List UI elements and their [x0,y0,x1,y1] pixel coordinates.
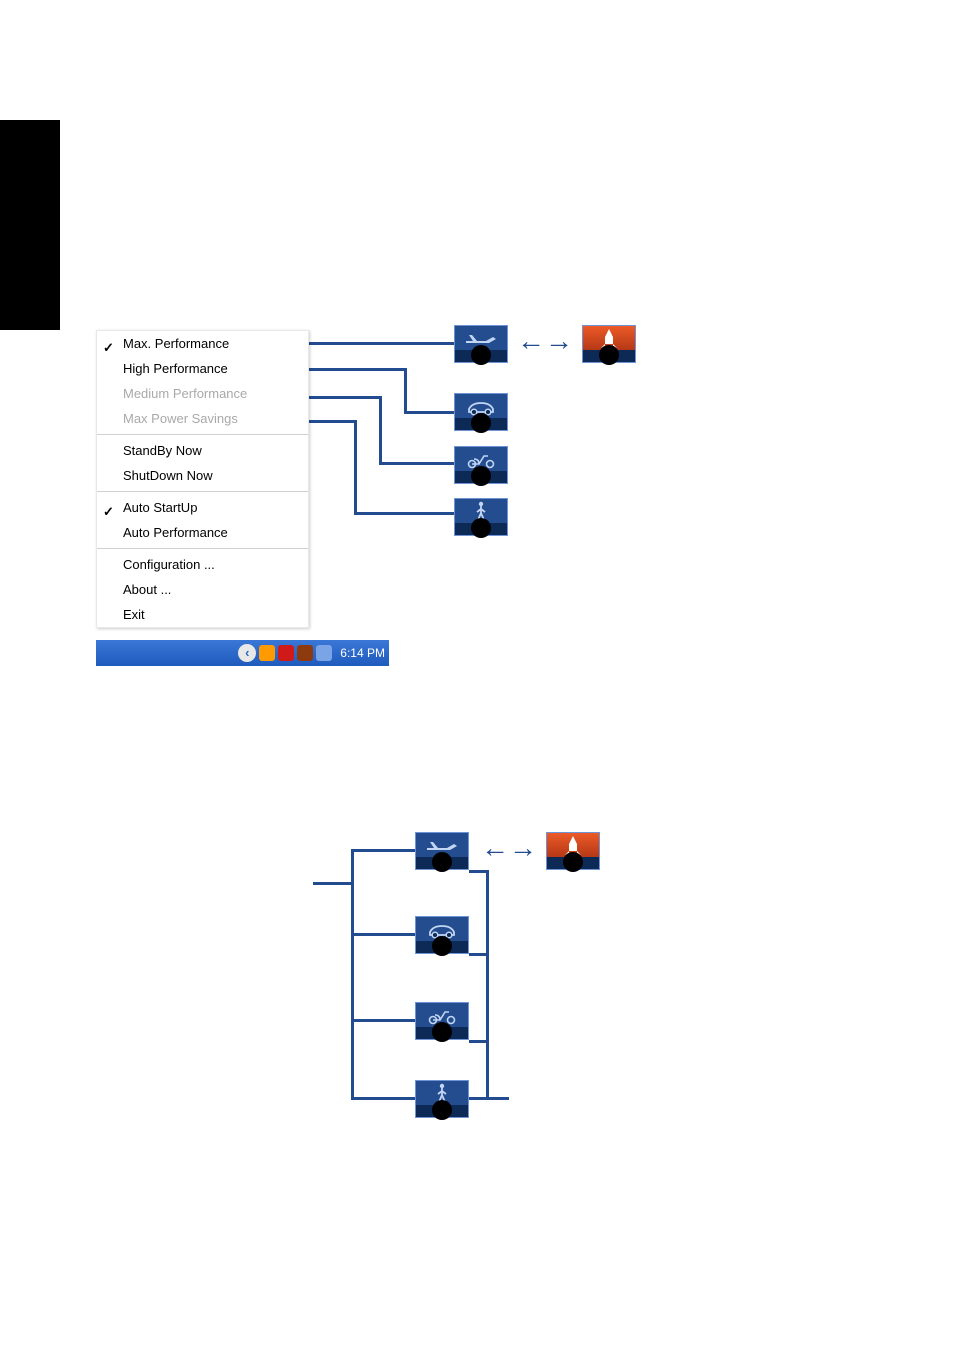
connector [351,849,415,852]
mode-icon-jet [454,325,508,363]
menu-item-auto-startup[interactable]: ✓ Auto StartUp [97,495,308,520]
connector [313,882,351,885]
menu-separator [97,491,308,492]
mode-icon-jet [415,832,469,870]
connector [354,420,357,515]
menu-item-shutdown-now[interactable]: ShutDown Now [97,463,308,488]
menu-item-label: StandBy Now [123,443,202,458]
mode-icon-scooter [454,446,508,484]
menu-item-max-power-savings: Max Power Savings [97,406,308,431]
connector [379,396,382,465]
mode-icon-walk [454,498,508,536]
menu-item-label: Max Power Savings [123,411,238,426]
tray-icon[interactable] [278,645,294,661]
connector [351,1019,415,1022]
connector [351,933,415,936]
menu-item-label: ShutDown Now [123,468,213,483]
connector [287,342,454,345]
menu-item-max-performance[interactable]: ✓ Max. Performance [97,331,308,356]
tray-icon[interactable] [259,645,275,661]
mode-icon-rocket [582,325,636,363]
check-icon: ✓ [103,335,117,349]
menu-item-label: About ... [123,582,171,597]
context-menu: ✓ Max. Performance High Performance Medi… [96,330,309,628]
mode-icon-scooter [415,1002,469,1040]
connector [486,870,489,1100]
double-arrow-icon: ←→ [476,834,542,864]
connector [351,849,354,1100]
taskbar: ‹ 6:14 PM [96,640,389,666]
connector [351,1097,415,1100]
menu-item-about[interactable]: About ... [97,577,308,602]
menu-item-label: High Performance [123,361,228,376]
tray-icon[interactable] [316,645,332,661]
system-tray: ‹ 6:14 PM [236,640,389,666]
mode-icon-car [415,916,469,954]
connector [469,1040,489,1043]
menu-item-medium-performance: Medium Performance [97,381,308,406]
connector [354,512,454,515]
clock[interactable]: 6:14 PM [335,646,385,660]
double-arrow-icon: ←→ [512,327,578,357]
menu-item-exit[interactable]: Exit [97,602,308,627]
side-tab [0,120,60,330]
connector [404,411,454,414]
menu-item-configuration[interactable]: Configuration ... [97,552,308,577]
connector [469,870,489,873]
menu-item-label: Exit [123,607,145,622]
mode-icon-walk [415,1080,469,1118]
menu-separator [97,434,308,435]
connector [469,953,489,956]
mode-icon-car [454,393,508,431]
menu-item-label: Max. Performance [123,336,229,351]
menu-item-standby-now[interactable]: StandBy Now [97,438,308,463]
menu-item-label: Auto Performance [123,525,228,540]
tray-icon[interactable] [297,645,313,661]
connector [379,462,454,465]
menu-item-label: Configuration ... [123,557,215,572]
menu-item-label: Medium Performance [123,386,247,401]
menu-separator [97,548,308,549]
menu-item-high-performance[interactable]: High Performance [97,356,308,381]
menu-item-label: Auto StartUp [123,500,197,515]
connector [469,1097,509,1100]
connector [404,368,407,414]
check-icon: ✓ [103,499,117,513]
menu-item-auto-performance[interactable]: Auto Performance [97,520,308,545]
mode-icon-rocket [546,832,600,870]
tray-expand-icon[interactable]: ‹ [238,644,256,662]
